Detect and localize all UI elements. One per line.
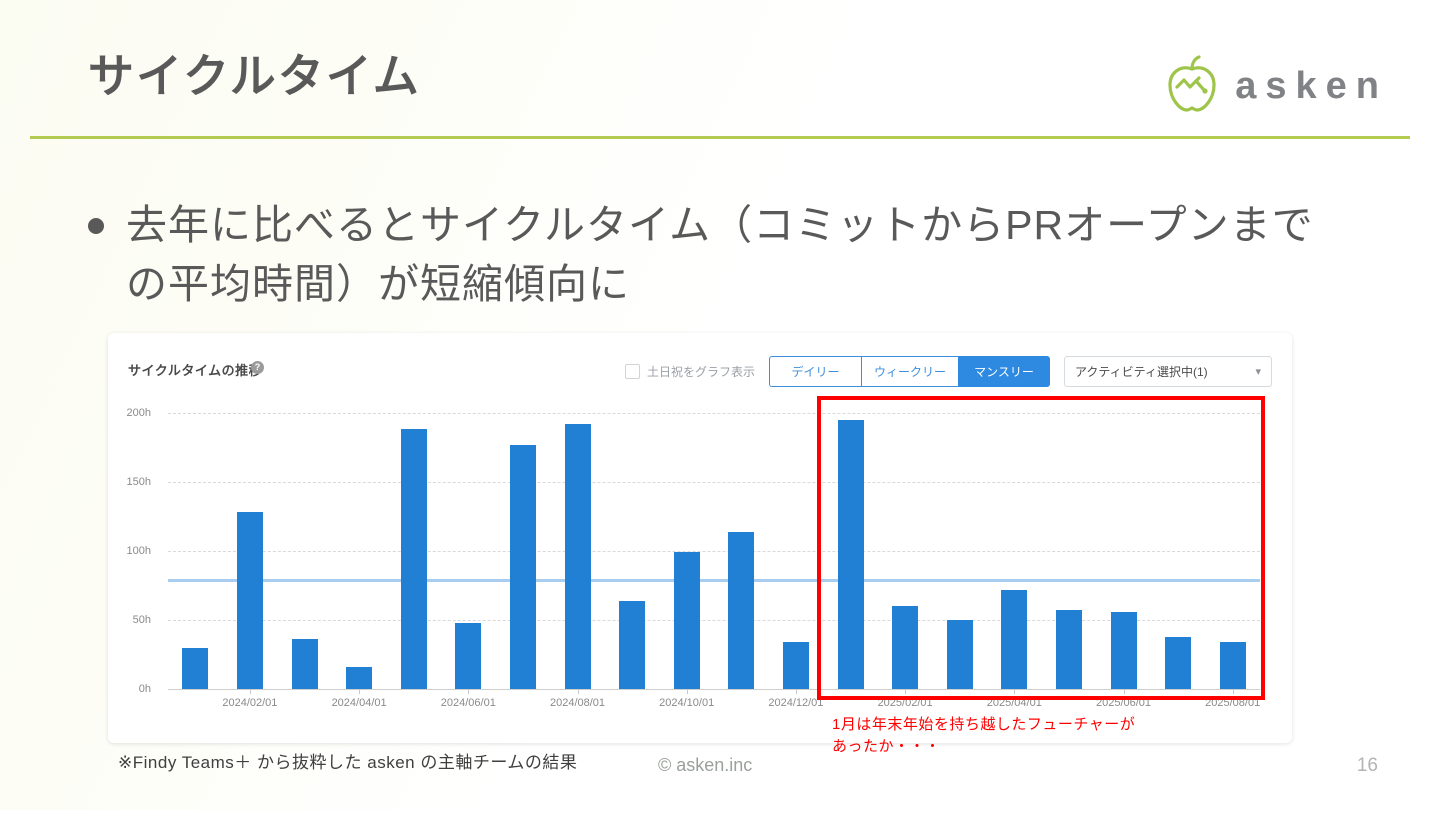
x-axis-tick-label: 2024/02/01 (222, 697, 278, 709)
x-axis-tick-label: 2024/12/01 (768, 697, 824, 709)
bar[interactable] (782, 642, 809, 689)
bullet-text: 去年に比べるとサイクルタイム（コミットからPRオープンまでの平均時間）が短縮傾向… (126, 202, 1314, 308)
dropdown-value: アクティビティ選択中(1) (1075, 365, 1208, 379)
bar-series (168, 399, 1260, 689)
x-axis-tick-mark (795, 689, 797, 694)
y-axis-tick-label: 150h (126, 475, 151, 488)
chevron-down-icon[interactable]: ▾ (1255, 366, 1261, 378)
x-axis-tick-mark (1232, 689, 1234, 694)
bullet-dot-icon (88, 218, 104, 234)
source-footnote: ※Findy Teams＋ から抜粋した asken の主軸チームの結果 (118, 753, 578, 772)
x-axis-tick-label: 2024/10/01 (659, 697, 715, 709)
chart-title: サイクルタイムの推移 (128, 363, 263, 378)
bar[interactable] (455, 622, 482, 689)
bar[interactable] (509, 444, 536, 689)
x-axis-tick-label: 2024/04/01 (331, 697, 387, 709)
bar[interactable] (236, 512, 263, 689)
checkbox-label: 土日祝をグラフ表示 (646, 365, 755, 379)
bar[interactable] (1055, 610, 1082, 689)
bar[interactable] (291, 639, 318, 689)
page-title: サイクルタイム (88, 50, 421, 102)
x-axis-tick-label: 2025/04/01 (986, 697, 1042, 709)
bullet-item: 去年に比べるとサイクルタイム（コミットからPRオープンまでの平均時間）が短縮傾向… (88, 196, 1348, 315)
bar[interactable] (837, 419, 864, 689)
bar[interactable] (673, 552, 700, 689)
bar[interactable] (346, 666, 373, 689)
annotation-line-2: あったか・・・ (832, 737, 941, 755)
x-axis-tick-mark (577, 689, 579, 694)
apple-logo-icon (1165, 55, 1219, 118)
page-number: 16 (1356, 755, 1378, 776)
plot-inner: 0h 50h 100h 150h 200h (127, 399, 1260, 695)
bar[interactable] (1001, 589, 1028, 689)
y-axis-tick-label: 100h (126, 544, 151, 557)
x-axis-tick-mark (468, 689, 470, 694)
x-axis-tick-mark (249, 689, 251, 694)
bar[interactable] (1165, 636, 1192, 689)
bar[interactable] (182, 647, 209, 689)
chart-plot-area: 0h 50h 100h 150h 200h 2024/02/01 2024/04/01 20… (108, 381, 1292, 743)
x-axis-tick-mark (359, 689, 361, 694)
x-axis-tick-label: 2024/06/01 (440, 697, 496, 709)
bar[interactable] (728, 531, 755, 689)
x-axis-tick-label: 2025/06/01 (1095, 697, 1152, 709)
help-circle-icon[interactable]: ? (251, 361, 264, 374)
bar[interactable] (892, 606, 919, 689)
bar[interactable] (400, 429, 427, 689)
checkbox-box-icon[interactable] (624, 364, 640, 379)
x-axis-tick-mark (686, 689, 688, 694)
x-axis-tick-mark (905, 689, 907, 694)
y-axis-tick-label: 50h (132, 613, 151, 626)
bar[interactable] (564, 423, 591, 689)
annotation-line-1: 1月は年末年始を持ち越したフューチャーが (832, 716, 1136, 733)
y-axis-tick-label: 0h (138, 683, 151, 695)
x-axis-tick-label: 2025/02/01 (877, 697, 933, 709)
bar[interactable] (1110, 611, 1137, 689)
weekend-holiday-checkbox[interactable]: 土日祝をグラフ表示 (624, 363, 755, 380)
x-axis-tick-label: 2024/08/01 (549, 697, 606, 709)
bar[interactable] (1219, 642, 1246, 689)
annotation-note: 1月は年末年始を持ち越したフューチャーが あったか・・・ (832, 714, 1262, 758)
chart-card: サイクルタイムの推移 ? 土日祝をグラフ表示 デイリー ウィークリー マンスリー… (108, 333, 1292, 743)
x-axis-tick-label: 2025/08/01 (1205, 697, 1261, 709)
x-axis-tick-mark (1123, 689, 1125, 694)
brand-logo: asken (1165, 55, 1388, 118)
copyright-text: © asken.inc (658, 755, 753, 775)
x-axis-tick-mark (1014, 689, 1016, 694)
brand-name: asken (1235, 65, 1388, 107)
bar[interactable] (946, 619, 973, 689)
title-divider (30, 136, 1410, 139)
bar[interactable] (619, 600, 646, 689)
chart-card-header: サイクルタイムの推移 ? 土日祝をグラフ表示 デイリー ウィークリー マンスリー… (108, 333, 1292, 387)
y-axis-tick-label: 200h (126, 406, 151, 419)
